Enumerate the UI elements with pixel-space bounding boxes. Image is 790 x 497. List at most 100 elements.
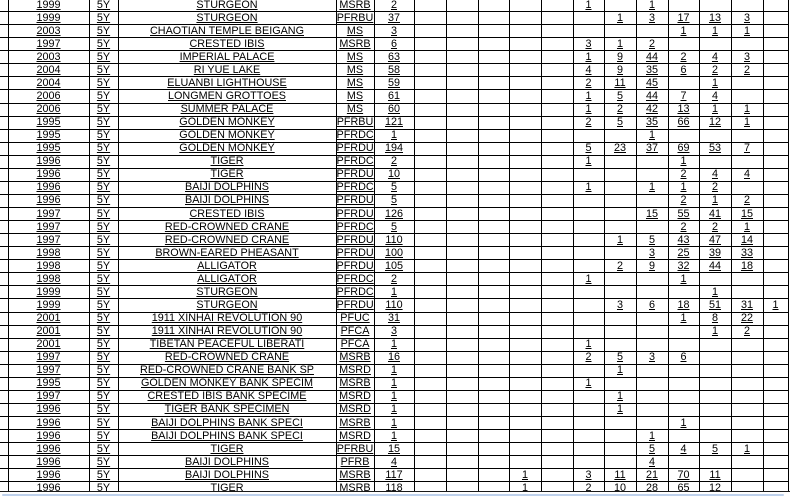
cell-grade-7[interactable]	[603, 272, 637, 287]
cell-grade-7[interactable]: 2	[603, 102, 637, 117]
cell-grade-8[interactable]: 1	[635, 0, 669, 13]
cell-code[interactable]: MS	[335, 76, 375, 91]
cell-grade-8[interactable]: 6	[635, 298, 669, 313]
cell-grade-2[interactable]	[445, 246, 479, 261]
cell-grade-11[interactable]	[730, 415, 764, 431]
cell-name[interactable]: STURGEON	[117, 285, 337, 300]
cell-grade-3[interactable]	[477, 402, 510, 418]
cell-total[interactable]: 1	[373, 402, 415, 418]
cell-grade-2[interactable]	[445, 37, 479, 52]
cell-name[interactable]: GOLDEN MONKEY	[117, 115, 337, 130]
cell-year[interactable]: 1999	[7, 0, 90, 13]
cell-grade-8[interactable]	[635, 220, 669, 235]
cell-grade-12[interactable]	[762, 429, 789, 444]
cell-grade-7[interactable]	[603, 24, 637, 39]
cell-year[interactable]: 2001	[7, 311, 90, 326]
cell-grade-5[interactable]	[540, 376, 574, 391]
cell-code[interactable]: MSRB	[335, 37, 375, 52]
cell-code[interactable]: PFRBU	[335, 115, 375, 130]
cell-grade-7[interactable]	[603, 324, 637, 339]
cell-year[interactable]: 2003	[7, 50, 90, 65]
cell-grade-9[interactable]: 6	[667, 350, 700, 365]
cell-grade-8[interactable]	[635, 337, 669, 352]
cell-grade-3[interactable]	[477, 376, 510, 391]
cell-grade-5[interactable]	[540, 141, 574, 156]
cell-grade-9[interactable]	[667, 389, 700, 404]
cell-grade-12[interactable]	[762, 141, 789, 156]
cell-grade-5[interactable]	[540, 285, 574, 300]
cell-grade-3[interactable]	[477, 50, 510, 65]
cell-grade-4[interactable]	[508, 128, 542, 143]
cell-year[interactable]: 1996	[7, 180, 90, 195]
cell-grade-8[interactable]	[635, 376, 669, 391]
cell-denomination[interactable]: 5Y	[88, 154, 119, 169]
cell-grade-2[interactable]	[445, 455, 479, 470]
cell-grade-1[interactable]	[413, 455, 447, 470]
cell-grade-9[interactable]	[667, 337, 700, 352]
cell-grade-10[interactable]	[698, 363, 732, 378]
cell-grade-9[interactable]: 1	[667, 24, 700, 39]
cell-grade-11[interactable]	[730, 363, 764, 378]
cell-grade-10[interactable]: 4	[698, 89, 732, 104]
cell-grade-2[interactable]	[445, 220, 479, 235]
cell-grade-1[interactable]	[413, 180, 447, 195]
cell-grade-5[interactable]	[540, 11, 574, 26]
cell-grade-4[interactable]	[508, 11, 542, 26]
cell-total[interactable]: 1	[373, 389, 415, 404]
cell-denomination[interactable]: 5Y	[88, 415, 119, 431]
cell-denomination[interactable]: 5Y	[88, 233, 119, 248]
cell-grade-3[interactable]	[477, 272, 510, 287]
cell-grade-5[interactable]	[540, 63, 574, 78]
cell-grade-6[interactable]: 3	[572, 468, 605, 483]
cell-grade-11[interactable]: 4	[730, 167, 764, 182]
cell-grade-2[interactable]	[445, 24, 479, 39]
cell-grade-10[interactable]	[698, 429, 732, 444]
cell-denomination[interactable]: 5Y	[88, 298, 119, 313]
cell-grade-9[interactable]	[667, 37, 700, 52]
cell-code[interactable]: MSRB	[335, 350, 375, 365]
cell-grade-10[interactable]: 53	[698, 141, 732, 156]
cell-grade-8[interactable]: 2	[635, 37, 669, 52]
cell-total[interactable]: 15	[373, 442, 415, 457]
cell-grade-5[interactable]	[540, 102, 574, 117]
cell-total[interactable]: 194	[373, 141, 415, 156]
cell-grade-1[interactable]	[413, 468, 447, 483]
cell-grade-10[interactable]: 4	[698, 50, 732, 65]
cell-grade-4[interactable]	[508, 389, 542, 404]
cell-grade-2[interactable]	[445, 415, 479, 431]
cell-grade-9[interactable]: 66	[667, 115, 700, 130]
cell-code[interactable]: PFRDC	[335, 220, 375, 235]
cell-name[interactable]: TIGER	[117, 154, 337, 169]
cell-denomination[interactable]: 5Y	[88, 285, 119, 300]
cell-grade-10[interactable]	[698, 154, 732, 169]
cell-grade-1[interactable]	[413, 233, 447, 248]
cell-grade-5[interactable]	[540, 0, 574, 13]
cell-grade-10[interactable]: 1	[698, 24, 732, 39]
cell-name[interactable]: BAIJI DOLPHINS	[117, 180, 337, 195]
cell-year[interactable]: 1997	[7, 389, 90, 404]
cell-grade-4[interactable]	[508, 376, 542, 391]
cell-year[interactable]: 1998	[7, 259, 90, 274]
cell-grade-4[interactable]	[508, 402, 542, 418]
cell-grade-9[interactable]: 6	[667, 63, 700, 78]
cell-year[interactable]: 1995	[7, 376, 90, 391]
cell-grade-4[interactable]	[508, 167, 542, 182]
cell-grade-11[interactable]: 15	[730, 206, 764, 222]
cell-grade-1[interactable]	[413, 102, 447, 117]
cell-grade-7[interactable]: 23	[603, 141, 637, 156]
cell-grade-7[interactable]: 1	[603, 389, 637, 404]
cell-code[interactable]: MSRD	[335, 389, 375, 404]
cell-name[interactable]: RED-CROWNED CRANE	[117, 233, 337, 248]
cell-grade-4[interactable]	[508, 324, 542, 339]
cell-grade-9[interactable]: 1	[667, 180, 700, 195]
cell-grade-10[interactable]: 1	[698, 76, 732, 91]
cell-grade-4[interactable]	[508, 350, 542, 365]
cell-grade-6[interactable]	[572, 442, 605, 457]
cell-grade-2[interactable]	[445, 128, 479, 143]
cell-grade-11[interactable]	[730, 180, 764, 195]
cell-code[interactable]: MSRB	[335, 0, 375, 13]
cell-grade-8[interactable]: 5	[635, 442, 669, 457]
cell-grade-7[interactable]	[603, 442, 637, 457]
cell-grade-1[interactable]	[413, 11, 447, 26]
cell-grade-7[interactable]: 11	[603, 468, 637, 483]
